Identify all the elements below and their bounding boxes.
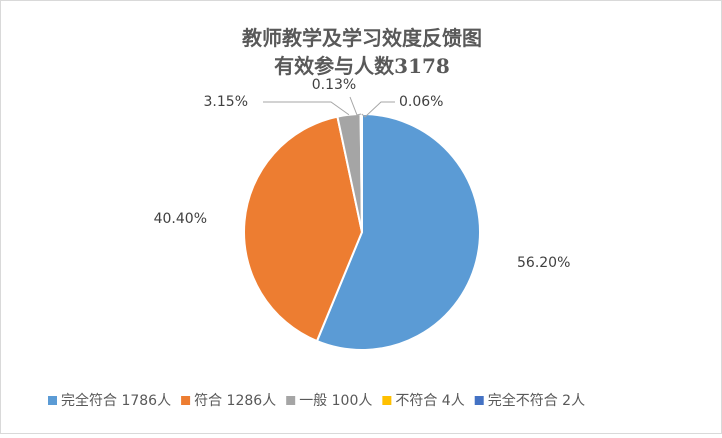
legend-swatch-4 [382,396,391,405]
chart-title: 教师教学及学习效度反馈图 [242,26,482,50]
data-label-5: 0.06% [399,94,443,110]
pie-slices [244,114,480,350]
data-label-1: 56.20% [517,255,570,271]
legend: 完全符合 1786人 符合 1286人 一般 100人 不符合 4人 完全不符合 2人 [48,392,585,409]
legend-label-3: 一般 100人 [299,393,372,409]
data-label-4: 0.13% [312,77,356,93]
legend-label-5: 完全不符合 2人 [488,392,585,409]
data-label-2: 40.40% [154,211,207,227]
leader-line-3 [263,102,349,115]
chart-subtitle: 有效参与人数3178 [274,54,450,78]
legend-label-2: 符合 1286人 [194,393,276,409]
legend-label-1: 完全符合 1786人 [61,392,171,409]
legend-swatch-3 [286,396,295,405]
leader-line-4 [350,97,361,115]
legend-swatch-5 [475,396,484,405]
data-label-3: 3.15% [204,94,248,110]
legend-label-4: 不符合 4人 [395,393,464,409]
legend-swatch-1 [48,396,57,405]
legend-swatch-2 [181,396,190,405]
